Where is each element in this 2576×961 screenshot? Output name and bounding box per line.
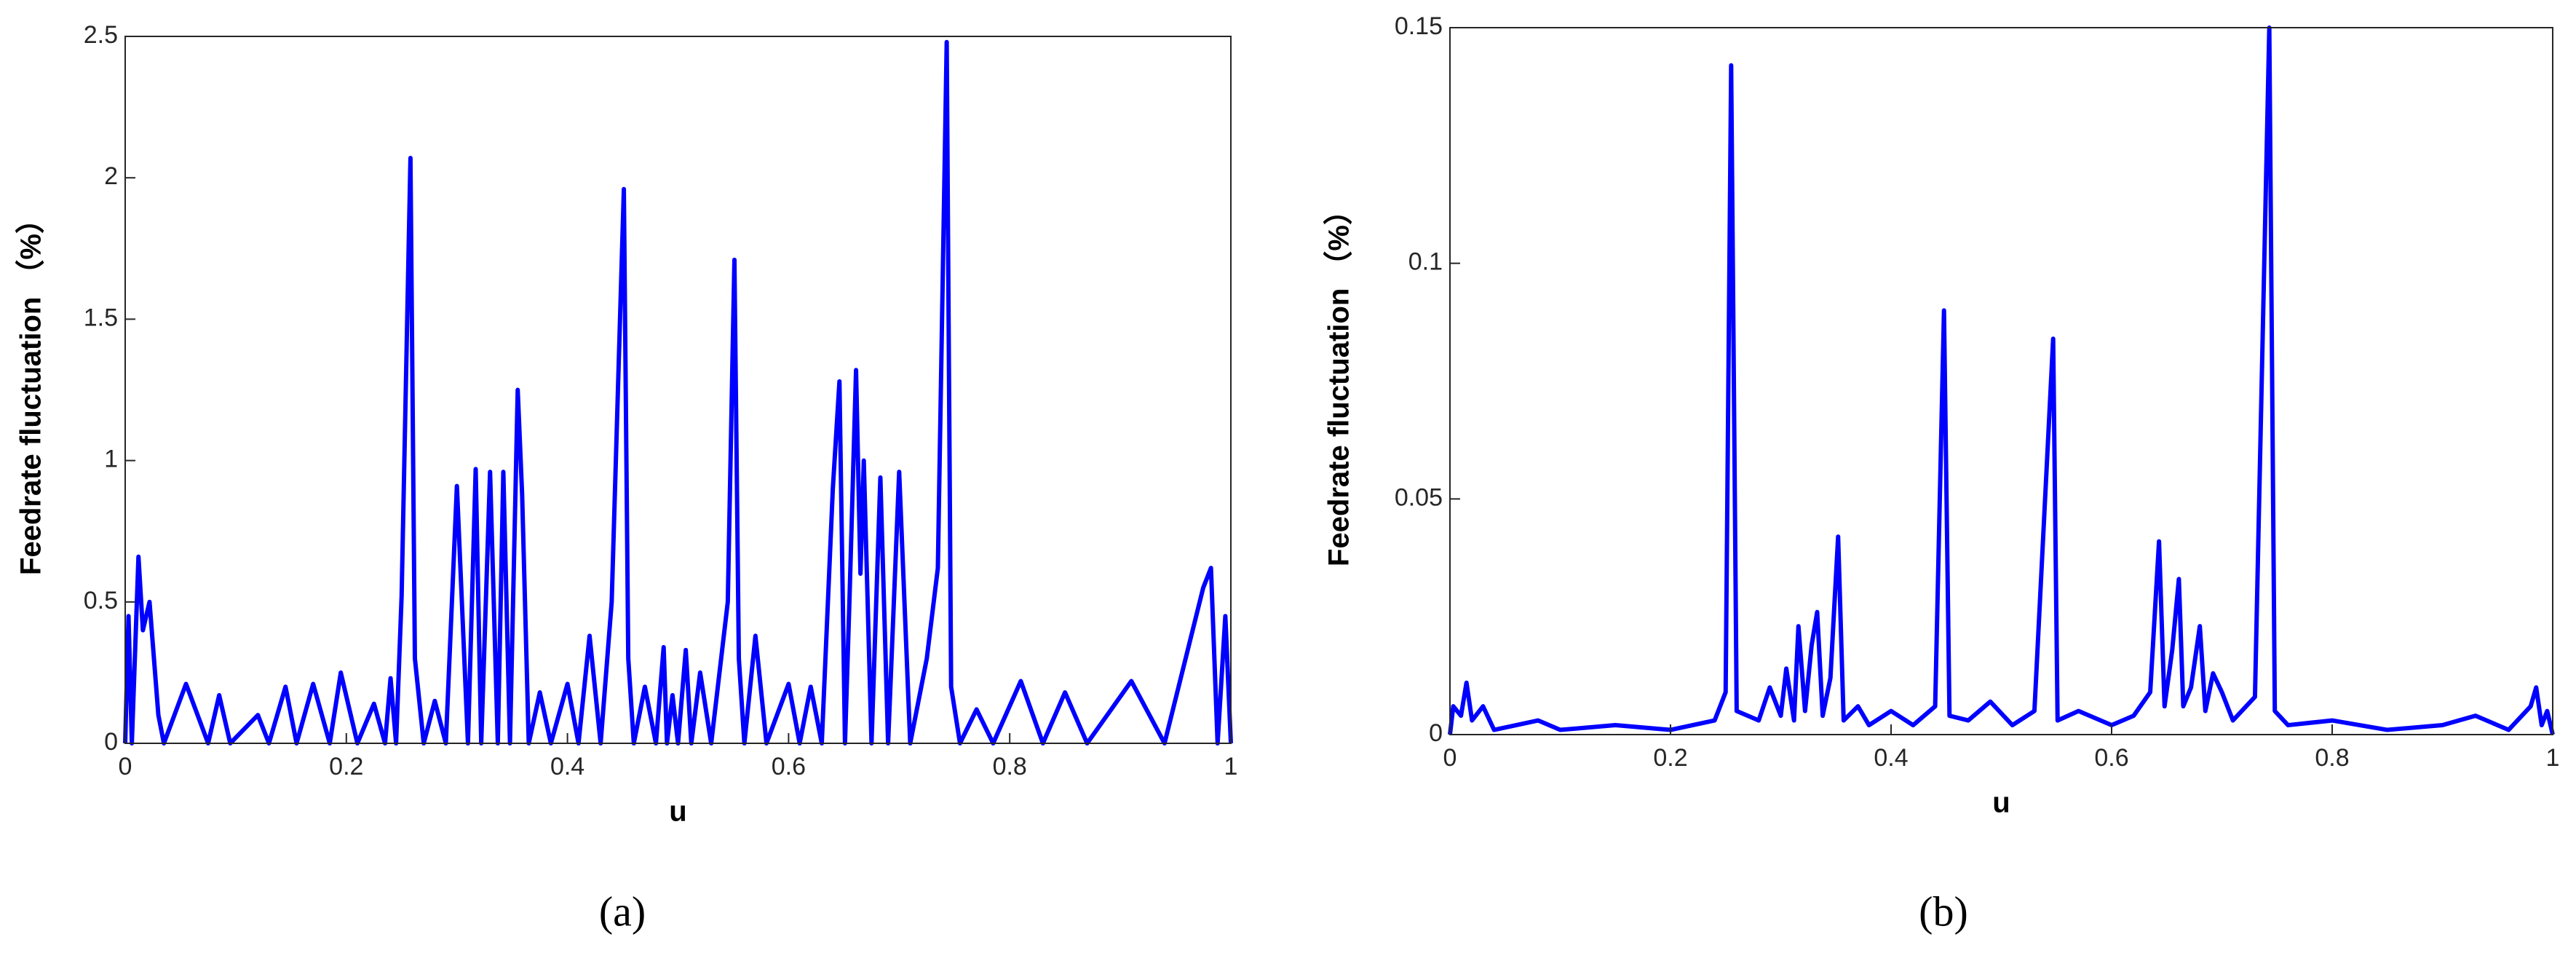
axes-frame <box>1449 27 2553 735</box>
y-tick-label: 0.05 <box>1395 483 1443 511</box>
data-line <box>123 39 1233 746</box>
y-axis-label: Feedrate fluctuation （%） <box>1323 196 1355 566</box>
x-axis-label: u <box>1992 787 2010 819</box>
x-tick-label: 1 <box>2546 744 2560 772</box>
y-tick-label: 0.15 <box>1395 12 1443 40</box>
x-tick-label: 0.6 <box>2094 744 2128 772</box>
x-tick-label: 1 <box>1224 753 1238 780</box>
y-tick-label: 0 <box>1429 719 1443 747</box>
x-tick-label: 0.8 <box>993 753 1027 780</box>
y-axis-label: Feedrate fluctuation （%） <box>15 205 47 575</box>
data-line <box>1448 25 2555 735</box>
y-tick-label: 2 <box>104 162 118 190</box>
y-tick-label: 0 <box>104 728 118 756</box>
y-tick-label: 1.5 <box>84 304 118 331</box>
x-tick-label: 0.2 <box>329 753 363 780</box>
subplot-label: (b) <box>1919 887 1968 935</box>
x-tick-label: 0.8 <box>2315 744 2349 772</box>
y-tick-label: 1 <box>104 446 118 473</box>
y-tick-label: 2.5 <box>84 21 118 49</box>
subplot-label: (a) <box>599 887 646 935</box>
x-tick-label: 0.6 <box>772 753 806 780</box>
x-tick-label: 0 <box>119 753 132 780</box>
y-tick-label: 0.1 <box>1408 248 1443 276</box>
x-tick-label: 0.4 <box>1874 744 1908 772</box>
x-tick-label: 0 <box>1443 744 1457 772</box>
axes-frame <box>124 36 1232 744</box>
x-tick-label: 0.2 <box>1653 744 1687 772</box>
y-tick-label: 0.5 <box>84 587 118 614</box>
x-tick-label: 0.4 <box>550 753 584 780</box>
x-axis-label: u <box>669 796 686 828</box>
